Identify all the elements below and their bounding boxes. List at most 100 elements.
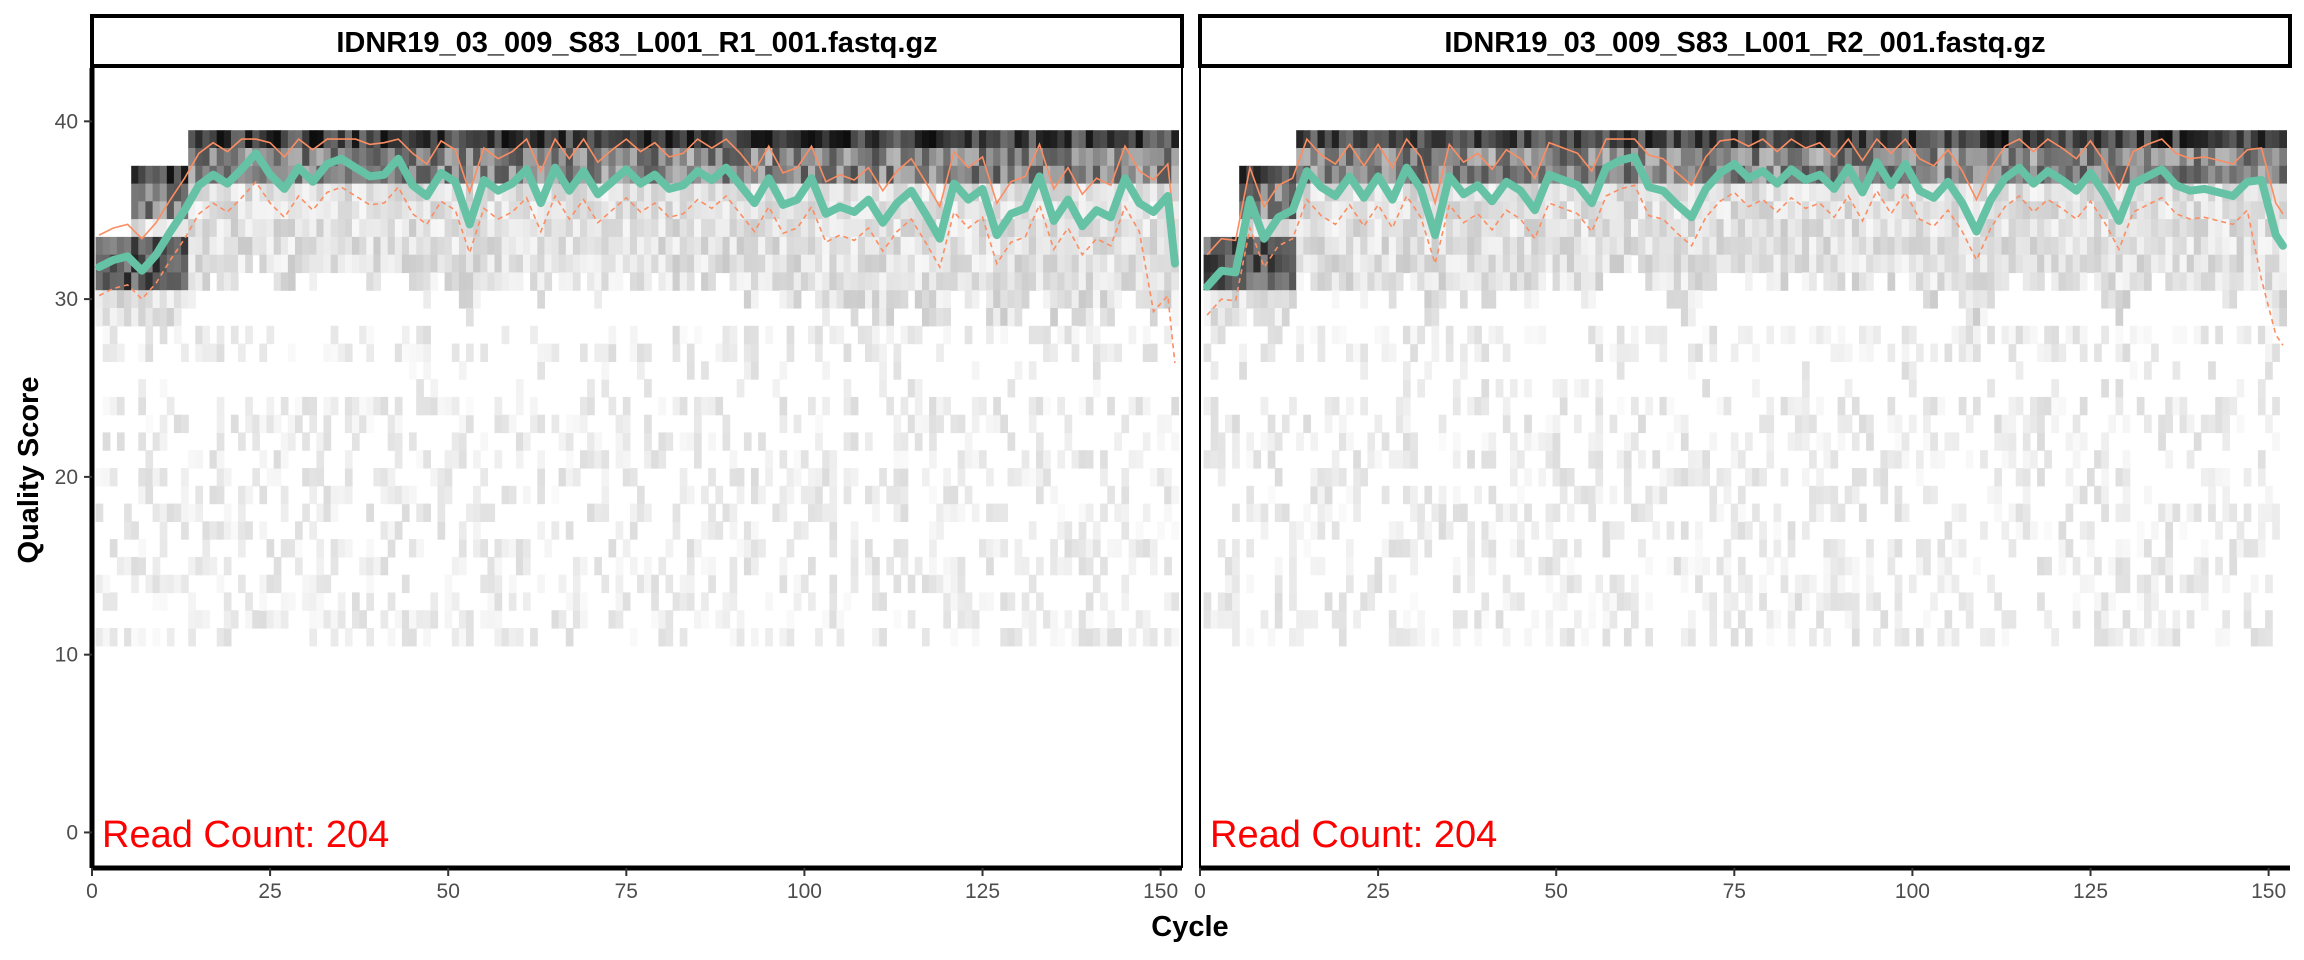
heat-tile [1723, 539, 1732, 558]
heat-tile [1944, 165, 1953, 185]
heat-tile [1930, 432, 1938, 451]
heat-tile [466, 165, 474, 185]
heat-tile [964, 325, 973, 345]
heat-tile [1085, 183, 1094, 202]
heat-tile [2144, 254, 2152, 274]
heat-tile [1274, 272, 1283, 291]
heat-tile [729, 450, 738, 469]
heat-tile [2200, 219, 2209, 238]
heat-tile [829, 485, 838, 505]
heat-tile [259, 254, 268, 274]
heat-tile [1509, 201, 1518, 220]
heat-tile [751, 361, 759, 380]
heat-tile [216, 432, 225, 451]
heat-tile [1164, 254, 1172, 274]
heat-tile [1880, 219, 1889, 238]
heat-tile [1588, 272, 1596, 291]
heat-tile [2058, 539, 2067, 558]
heat-tile [629, 130, 638, 149]
heat-tile [1452, 130, 1461, 149]
heat-tile [1709, 485, 1718, 505]
heat-tile [1403, 414, 1411, 434]
heat-tile [1488, 290, 1497, 309]
heat-tile [1930, 272, 1938, 291]
heat-tile [473, 521, 481, 540]
heat-tile [1730, 201, 1739, 220]
heat-tile [1274, 165, 1283, 185]
heat-tile [715, 236, 724, 256]
heat-tile [1588, 201, 1596, 220]
heat-tile [2193, 201, 2202, 220]
heat-tile [1036, 148, 1044, 167]
heat-tile [751, 254, 759, 274]
heat-tile [1360, 254, 1368, 274]
heat-tile [1142, 236, 1151, 256]
heat-tile [1360, 201, 1368, 220]
heat-tile [302, 592, 310, 611]
heat-tile [2158, 503, 2166, 522]
heat-tile [580, 236, 588, 256]
heat-tile [515, 219, 524, 238]
heat-tile [1495, 130, 1504, 149]
heat-tile [1680, 308, 1689, 327]
heat-tile [309, 396, 317, 416]
heat-tile [658, 183, 667, 202]
heat-tile [1923, 290, 1931, 309]
heat-tile [1114, 290, 1122, 309]
heat-tile [1381, 130, 1390, 149]
heat-tile [1050, 165, 1058, 185]
heat-tile [1873, 325, 1881, 345]
heat-tile [487, 183, 496, 202]
heat-tile [1217, 539, 1226, 558]
heat-tile [1809, 272, 1817, 291]
heat-tile [1028, 201, 1037, 220]
heat-tile [2051, 379, 2059, 398]
heat-tile [1859, 503, 1867, 522]
heat-tile [152, 432, 161, 451]
heat-tile [1730, 254, 1739, 274]
heat-tile [551, 201, 560, 220]
heat-tile [914, 414, 923, 434]
heat-tile [544, 254, 553, 274]
heat-tile [394, 254, 403, 274]
heat-tile [822, 361, 830, 380]
heat-tile [1460, 148, 1468, 167]
heat-tile [359, 325, 367, 345]
heat-tile [1452, 254, 1461, 274]
heat-tile [523, 592, 531, 611]
heat-tile [2200, 414, 2209, 434]
heat-tile [879, 290, 887, 309]
heat-tile [458, 432, 467, 451]
heat-tile [1064, 165, 1073, 185]
heat-tile [1623, 450, 1632, 469]
heat-tile [1923, 148, 1931, 167]
heat-tile [1623, 201, 1632, 220]
heat-tile [1937, 236, 1946, 256]
heat-tile [893, 254, 902, 274]
heat-tile [1303, 201, 1311, 220]
heat-tile [922, 628, 930, 647]
heat-tile [601, 450, 610, 469]
heat-tile [1901, 503, 1910, 522]
heat-tile [1360, 165, 1368, 185]
heat-tile [1987, 485, 1995, 505]
heat-tile [986, 539, 994, 558]
heat-tile [1973, 556, 1981, 576]
heat-tile [394, 219, 403, 238]
heat-tile [1695, 539, 1703, 558]
heat-tile [736, 148, 745, 167]
heat-tile [1460, 610, 1468, 629]
heat-tile [409, 130, 417, 149]
heat-tile [1467, 236, 1475, 256]
heat-tile [708, 521, 716, 540]
heat-tile [1851, 272, 1860, 291]
heat-tile [2001, 450, 2010, 469]
heat-tile [893, 183, 902, 202]
heat-tile [1260, 165, 1269, 185]
heat-tile [743, 254, 752, 274]
heat-tile [1745, 130, 1753, 149]
heat-tile [409, 628, 417, 647]
heat-tile [1695, 236, 1703, 256]
heat-tile [359, 130, 367, 149]
heat-tile [1232, 574, 1240, 594]
